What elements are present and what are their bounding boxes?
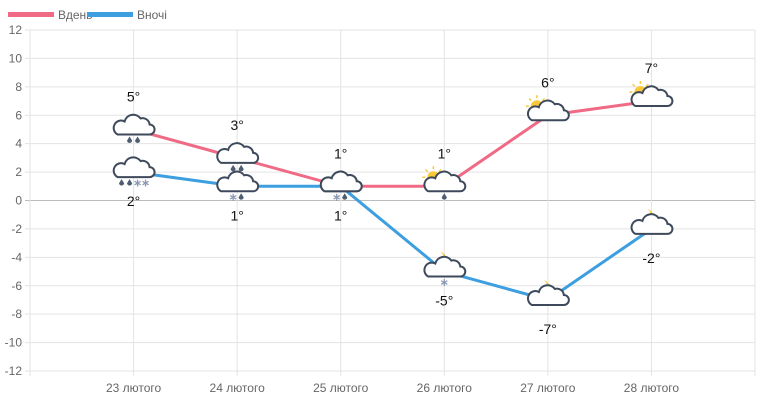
series-line-night [133, 170, 653, 302]
moon-cloud-icon [630, 208, 674, 235]
y-tick-label: -4 [11, 250, 22, 264]
data-label: 2° [127, 193, 140, 209]
raindrop-icon [127, 179, 133, 186]
x-tick-label: 26 лютого [417, 381, 473, 395]
cloud-rain-icon [112, 113, 156, 143]
cloud-rain-icon [216, 142, 260, 172]
sun-cloud-icon [525, 95, 570, 122]
raindrop-icon [238, 193, 244, 200]
data-label: -2° [642, 250, 660, 266]
y-tick-label: -8 [11, 307, 22, 321]
y-tick-label: 0 [15, 194, 22, 208]
data-label: 6° [541, 74, 554, 90]
x-tick-label: 28 лютого [624, 381, 680, 395]
x-tick-label: 27 лютого [520, 381, 576, 395]
legend-label[interactable]: Вночі [137, 8, 167, 22]
y-tick-label: 6 [15, 108, 22, 122]
y-tick-label: -10 [5, 336, 23, 350]
y-tick-label: 12 [9, 23, 23, 37]
data-label: -7° [539, 321, 557, 337]
snowflake-icon [229, 193, 237, 201]
raindrop-icon [230, 164, 236, 172]
y-tick-label: -12 [5, 364, 23, 378]
raindrop-icon [342, 193, 348, 200]
x-tick-label: 25 лютого [313, 381, 369, 395]
cloud-sleet-icon [319, 170, 363, 201]
sun-cloud-icon [629, 81, 674, 108]
raindrop-icon [238, 164, 244, 172]
x-tick-label: 23 лютого [106, 381, 162, 395]
data-label: 7° [645, 60, 658, 76]
snowflake-icon [333, 193, 341, 201]
legend-label[interactable]: Вдень [58, 8, 92, 22]
data-label: 1° [334, 207, 347, 223]
raindrop-icon [135, 136, 141, 143]
data-label: 5° [127, 88, 140, 104]
sun-cloud-rain-icon [422, 166, 467, 200]
y-tick-label: -6 [11, 279, 22, 293]
moon-cloud-icon [526, 279, 570, 306]
snowflake-icon [440, 279, 448, 287]
raindrop-icon [127, 136, 133, 143]
data-label: 1° [438, 145, 451, 161]
moon-cloud-snow-icon [423, 251, 467, 287]
x-tick-label: 24 лютого [210, 381, 266, 395]
data-label: -5° [435, 293, 453, 309]
cloud-rain-snow-icon [112, 156, 156, 187]
snowflake-icon [142, 179, 149, 187]
y-tick-label: -2 [11, 222, 22, 236]
data-label: 1° [230, 207, 243, 223]
cloud-sleet-icon [216, 170, 260, 201]
raindrop-icon [441, 193, 447, 200]
snowflake-icon [134, 179, 141, 187]
data-label: 3° [230, 117, 243, 133]
y-tick-label: 10 [9, 51, 23, 65]
legend-swatch[interactable] [8, 12, 54, 17]
y-tick-label: 4 [15, 137, 22, 151]
y-tick-label: 2 [15, 165, 22, 179]
data-label: 1° [334, 145, 347, 161]
legend-swatch[interactable] [87, 12, 133, 17]
y-tick-label: 8 [15, 80, 22, 94]
raindrop-icon [119, 179, 125, 186]
